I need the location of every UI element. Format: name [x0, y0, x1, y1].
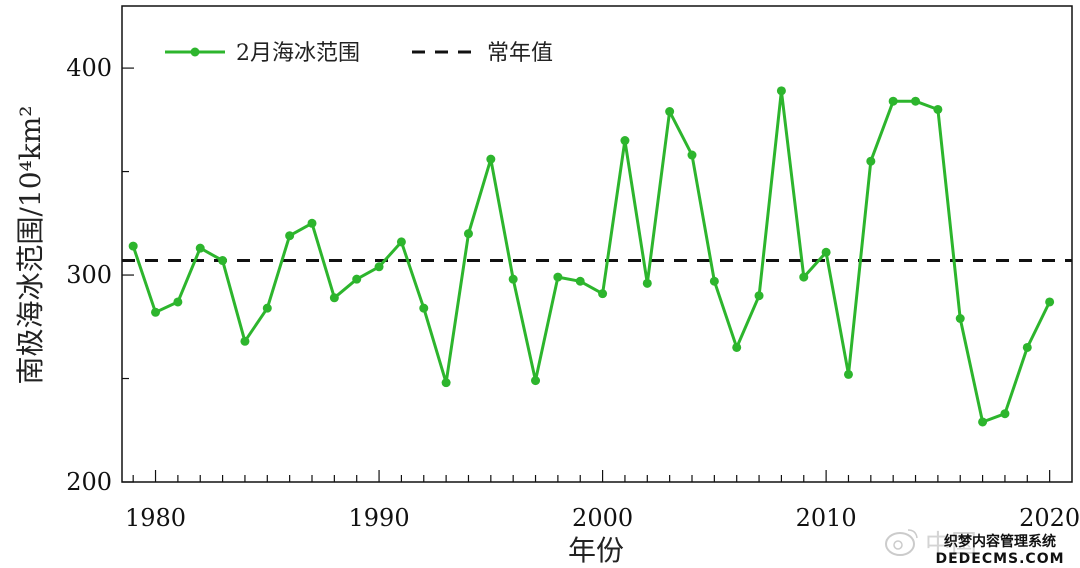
dedecms-watermark: 织梦内容管理系统 DEDECMS.COM: [935, 533, 1064, 567]
data-point: [240, 336, 250, 346]
legend-series-label: 2月海冰范围: [236, 41, 360, 66]
data-point: [128, 241, 138, 251]
data-point: [843, 369, 853, 379]
data-point: [620, 136, 630, 146]
series-line: [131, 89, 1051, 424]
legend-reference-label: 常年值: [487, 41, 553, 66]
legend-series-marker-swatch: [190, 47, 200, 57]
x-tick-label: 2000: [572, 504, 633, 532]
data-point: [911, 96, 921, 106]
data-point: [352, 274, 362, 284]
y-axis-title: 南极海冰范围/10⁴km²: [14, 105, 47, 384]
data-point: [866, 156, 876, 166]
data-point: [218, 256, 228, 266]
data-point: [307, 218, 317, 228]
y-tick-label: 400: [66, 54, 112, 82]
data-point: [888, 96, 898, 106]
data-point: [151, 307, 161, 317]
data-point: [598, 289, 608, 299]
watermark: 中国: [885, 529, 977, 560]
data-point: [1045, 297, 1055, 307]
data-point: [709, 276, 719, 286]
x-tick-label: 2010: [796, 504, 857, 532]
data-point: [1022, 342, 1032, 352]
data-point: [553, 272, 563, 282]
legend-item-reference: 常年值: [412, 41, 553, 66]
x-tick-label: 1990: [349, 504, 410, 532]
data-point: [441, 378, 451, 388]
data-point: [665, 107, 675, 117]
data-point: [419, 303, 429, 313]
data-point: [508, 274, 518, 284]
data-point: [285, 231, 295, 241]
data-point: [754, 291, 764, 301]
data-point: [463, 229, 473, 239]
data-point: [374, 262, 384, 272]
data-point: [799, 272, 809, 282]
x-axis-title: 年份: [568, 534, 624, 567]
data-point: [1000, 409, 1010, 419]
y-tick-label: 200: [66, 468, 112, 496]
watermark-text-cn: 中国: [925, 530, 977, 560]
data-point: [173, 297, 183, 307]
data-point: [821, 247, 831, 257]
data-point: [575, 276, 585, 286]
data-point: [933, 104, 943, 114]
x-tick-label: 1980: [125, 504, 186, 532]
plot-frame: [121, 5, 1073, 483]
data-point: [955, 314, 965, 324]
watermark-text-dede-en: DEDECMS.COM: [935, 551, 1064, 567]
watermark-text-dede-cn: 织梦内容管理系统: [944, 533, 1056, 550]
data-point: [642, 278, 652, 288]
x-tick-label: 2020: [1019, 504, 1080, 532]
data-point: [978, 417, 988, 427]
weibo-logo-icon: [885, 529, 918, 556]
data-point: [531, 376, 541, 386]
data-point: [776, 86, 786, 96]
data-point: [329, 293, 339, 303]
data-point: [396, 237, 406, 247]
data-point: [195, 243, 205, 253]
data-point: [687, 150, 697, 160]
legend-item-series: 2月海冰范围: [165, 41, 360, 66]
data-point: [732, 342, 742, 352]
plot-area: 1980 1990 2000 2010 2020 200 300 400: [66, 5, 1080, 532]
y-tick-label: 300: [66, 261, 112, 289]
data-point: [262, 303, 272, 313]
data-point: [486, 154, 496, 164]
legend: 2月海冰范围 常年值: [165, 41, 553, 66]
